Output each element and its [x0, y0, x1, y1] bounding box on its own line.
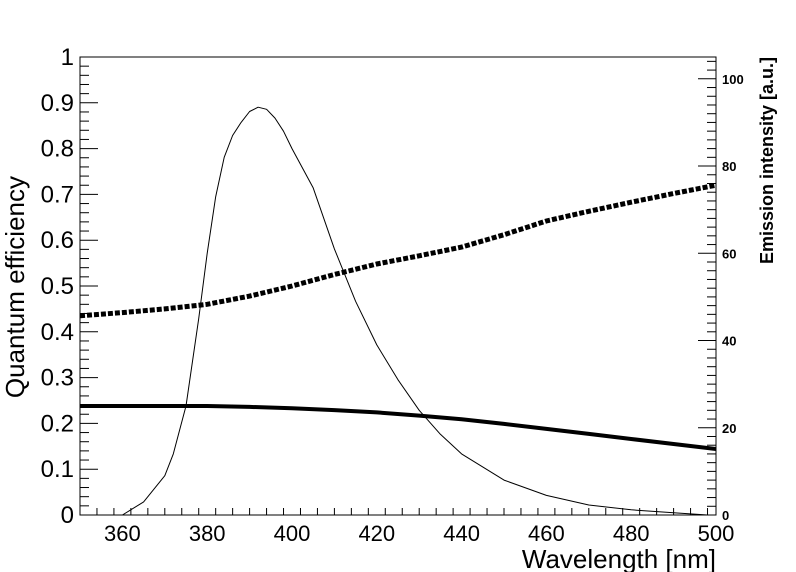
y2-tick-label: 20 — [722, 421, 736, 436]
y-tick-label: 0.9 — [41, 90, 74, 117]
series-dashed-thick-line — [79, 182, 717, 319]
y2-axis-title: Emission intensity [a.u.] — [757, 57, 777, 264]
x-tick-label: 440 — [443, 521, 480, 546]
x-tick-label: 420 — [358, 521, 395, 546]
x-tick-label: 400 — [274, 521, 311, 546]
y2-tick-label: 40 — [722, 334, 736, 349]
y-tick-label: 0.4 — [41, 319, 74, 346]
y-tick-label: 0.7 — [41, 181, 74, 208]
y2-axis-ticks: 0 20 40 60 80 100 — [698, 60, 744, 523]
y-tick-label: 0 — [61, 502, 74, 529]
y-tick-label: 0.3 — [41, 365, 74, 392]
x-tick-label: 380 — [189, 521, 226, 546]
y-axis-title: Quantum efficiency — [0, 176, 30, 398]
y-axis-ticks: 0 0.1 0.2 0.3 0.4 0.5 0.6 0.7 0.8 0.9 1 — [41, 44, 98, 529]
y-tick-label: 0.5 — [41, 273, 74, 300]
series-solid-thin-line — [122, 106, 708, 516]
x-axis-ticks: 360 380 400 420 440 460 480 500 — [79, 508, 735, 546]
y2-tick-label: 60 — [722, 246, 736, 261]
x-tick-label: 500 — [698, 521, 735, 546]
y-tick-label: 0.1 — [41, 456, 74, 483]
series-solid-thick-line — [80, 404, 717, 451]
series-group — [79, 106, 717, 516]
x-tick-label: 460 — [528, 521, 565, 546]
y2-tick-label: 80 — [722, 159, 736, 174]
x-tick-label: 360 — [104, 521, 141, 546]
y2-tick-label: 0 — [722, 508, 729, 523]
y2-tick-label: 100 — [722, 72, 744, 87]
x-tick-label: 480 — [613, 521, 650, 546]
y-tick-label: 1 — [61, 44, 74, 71]
y-tick-label: 0.2 — [41, 410, 74, 437]
x-axis-title: Wavelength [nm] — [522, 544, 716, 572]
y-tick-label: 0.8 — [41, 136, 74, 163]
y-tick-label: 0.6 — [41, 227, 74, 254]
